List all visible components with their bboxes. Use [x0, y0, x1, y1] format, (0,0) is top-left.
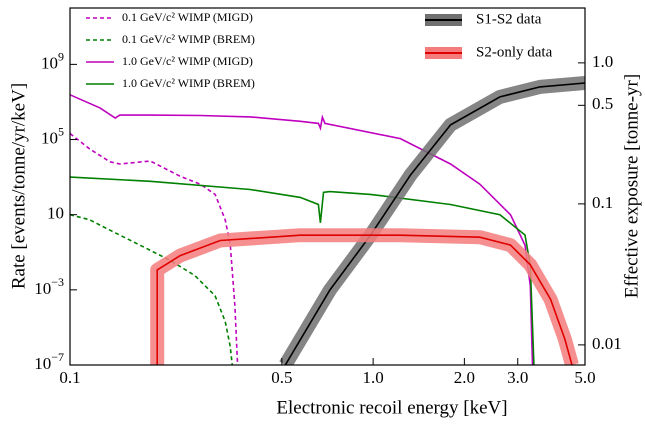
series-line: [156, 234, 573, 365]
y-tick-label: 109: [41, 49, 64, 72]
series-line: [70, 132, 239, 365]
y-axis-label: Rate [events/tonne/yr/keV]: [8, 83, 29, 289]
y2-tick-label: 1.0: [592, 52, 613, 71]
x-tick-label: 2.0: [454, 368, 475, 387]
y-tick-label: 105: [41, 124, 64, 147]
legend-label: 1.0 GeV/c² WIMP (BREM): [122, 76, 255, 90]
y2-axis-label: Effective exposure [tonne-yr]: [621, 74, 642, 298]
y-tick-label: 10−3: [34, 275, 64, 298]
x-axis-label: Electronic recoil energy [keV]: [276, 397, 507, 418]
x-tick-label: 1.0: [362, 368, 383, 387]
legend-label: 1.0 GeV/c² WIMP (MIGD): [122, 54, 253, 68]
axes-frame: [69, 7, 586, 366]
legend-label: S2-only data: [476, 44, 553, 60]
y2-tick-label: 0.01: [592, 334, 622, 353]
y-tick-label: 10−7: [34, 350, 64, 373]
series-band: [279, 76, 585, 365]
legend-label: S1-S2 data: [476, 11, 542, 27]
plot-area: [70, 76, 585, 365]
series-line: [70, 176, 535, 365]
series-line: [70, 213, 234, 365]
x-tick-label: 0.1: [59, 368, 80, 387]
series-line: [70, 94, 534, 365]
legend-label: 0.1 GeV/c² WIMP (BREM): [122, 32, 255, 46]
y-tick-label: 10: [47, 204, 64, 223]
x-tick-label: 5.0: [574, 368, 595, 387]
x-tick-label: 0.5: [271, 368, 292, 387]
legend-label: 0.1 GeV/c² WIMP (MIGD): [122, 10, 253, 24]
x-tick-label: 3.0: [507, 368, 528, 387]
y2-tick-label: 0.1: [592, 193, 613, 212]
y2-tick-label: 0.5: [592, 94, 613, 113]
series-line: [284, 82, 585, 365]
